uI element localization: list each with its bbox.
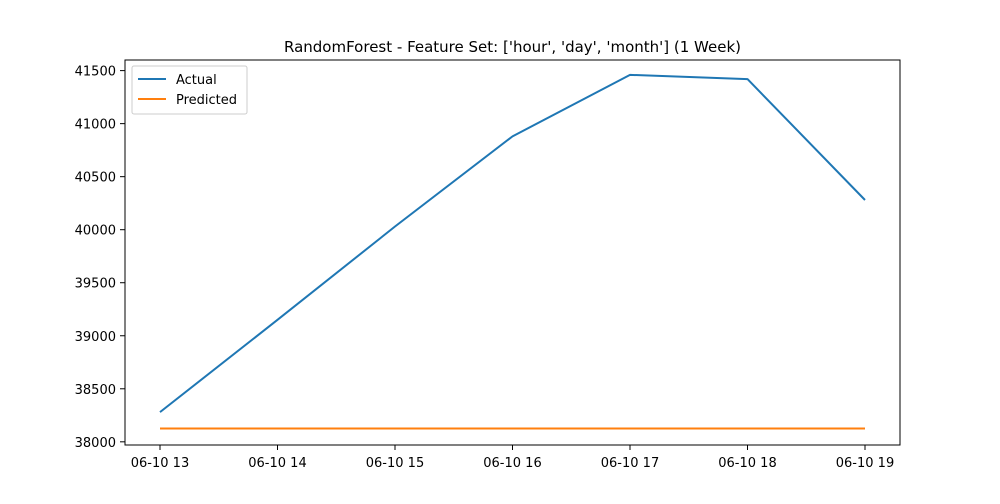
data-point-predicted <box>865 428 866 429</box>
data-point-actual <box>395 226 396 227</box>
x-axis: 06-10 13 06-10 14 06-10 15 06-10 16 06-10 17… <box>131 445 894 471</box>
legend-label-predicted: Predicted <box>176 93 237 108</box>
data-point-actual <box>160 412 161 413</box>
data-point-predicted <box>747 428 748 429</box>
data-point-actual <box>747 79 748 80</box>
data-point-predicted <box>277 428 278 429</box>
data-point-predicted <box>630 428 631 429</box>
data-point-actual <box>512 136 513 137</box>
y-tick-label: 38500 <box>75 383 116 398</box>
legend-label-actual: Actual <box>176 73 217 88</box>
y-tick-label: 38000 <box>75 436 116 451</box>
data-point-actual <box>865 200 866 201</box>
y-tick-label: 39000 <box>75 330 116 345</box>
data-point-predicted <box>160 428 161 429</box>
data-point-predicted <box>512 428 513 429</box>
legend: Actual Predicted <box>131 65 248 115</box>
x-tick-label: 06-10 19 <box>836 456 894 471</box>
y-tick-label: 41000 <box>75 118 116 133</box>
x-tick-label: 06-10 16 <box>483 456 541 471</box>
chart-title: RandomForest - Feature Set: ['hour', 'da… <box>284 38 741 56</box>
x-tick-label: 06-10 14 <box>248 456 306 471</box>
data-point-predicted <box>395 428 396 429</box>
y-tick-label: 41500 <box>75 65 116 80</box>
data-point-actual <box>277 319 278 320</box>
y-axis: 38000 38500 39000 39500 40000 40500 41000 41500 <box>75 65 125 451</box>
y-tick-label: 40500 <box>75 171 116 186</box>
x-tick-label: 06-10 15 <box>366 456 424 471</box>
y-tick-label: 40000 <box>75 224 116 239</box>
x-tick-label: 06-10 17 <box>601 456 659 471</box>
series-line-actual <box>159 73 866 413</box>
x-tick-label: 06-10 13 <box>131 456 189 471</box>
y-tick-label: 39500 <box>75 277 116 292</box>
series-layer <box>159 73 866 430</box>
data-point-actual <box>630 74 631 75</box>
x-tick-label: 06-10 18 <box>718 456 776 471</box>
